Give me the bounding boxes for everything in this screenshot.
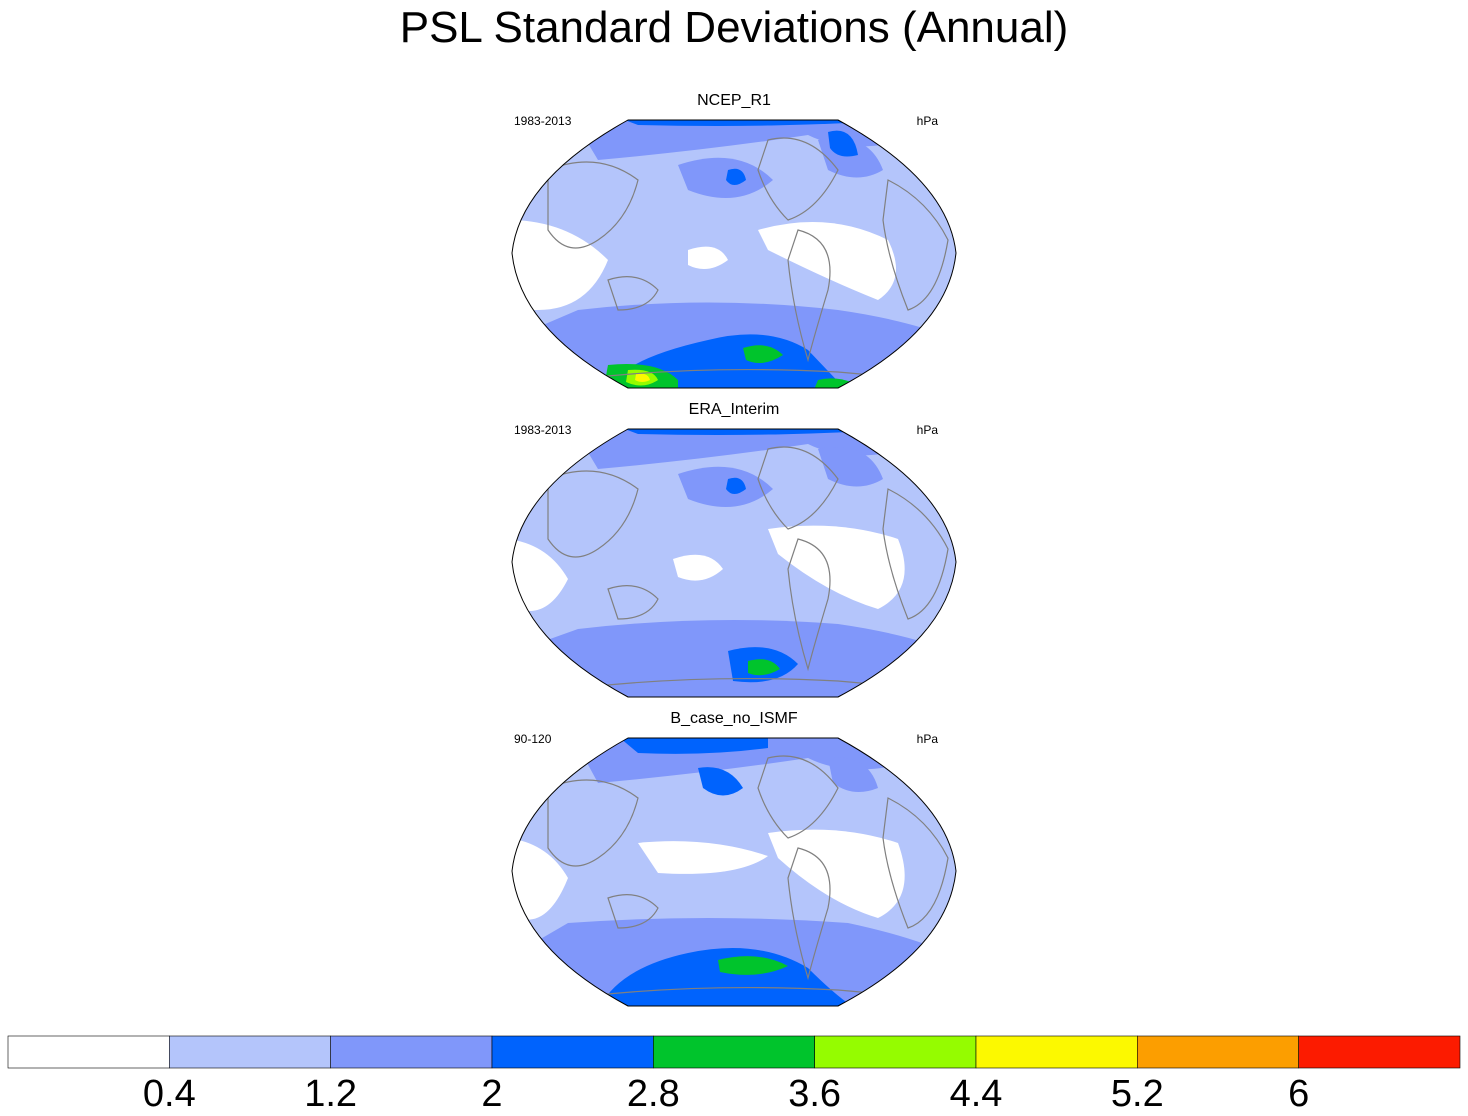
contour-south-2.8-c — [813, 378, 858, 388]
contour-tropics-central — [638, 841, 768, 874]
map-b-case-no-ismf — [511, 737, 957, 1007]
contour-north-2 — [598, 120, 868, 126]
map-ncep-r1 — [511, 119, 957, 389]
contour-south-2.8 — [748, 659, 780, 676]
panel-period: 1983-2013 — [514, 423, 572, 437]
colorbar-boxes — [7, 1035, 1461, 1069]
contour-pacific-low — [678, 466, 773, 507]
colorbar-box-5 — [814, 1035, 977, 1069]
contour-north-2 — [608, 738, 768, 754]
colorbar-box-3 — [491, 1035, 654, 1069]
contour-north-2 — [598, 429, 868, 435]
panel-units: hPa — [916, 732, 938, 746]
contour-tropics-west — [512, 838, 568, 920]
map-border — [511, 737, 957, 1007]
panel-period: 1983-2013 — [514, 114, 572, 128]
map-era-interim — [511, 428, 957, 698]
contour-pacific-low-2 — [726, 168, 746, 185]
map-panel-b-case-no-ismf: B_case_no_ISMF 90-120 hPa — [508, 710, 960, 1010]
contour-south-4.4 — [635, 373, 650, 382]
colorbar-tick-label: 4.4 — [949, 1073, 1003, 1115]
contour-pacific-low-2 — [698, 767, 743, 796]
contour-tropics-east — [768, 525, 905, 609]
colorbar-box-4 — [653, 1035, 815, 1069]
panel-units: hPa — [916, 114, 938, 128]
contour-atlantic-low-2 — [828, 130, 858, 157]
colorbar-tick-label: 3.6 — [788, 1073, 842, 1115]
figure-title: PSL Standard Deviations (Annual) — [399, 3, 1069, 52]
panel-title: ERA_Interim — [688, 401, 780, 418]
colorbar — [7, 1035, 1461, 1069]
contour-south-2.8 — [718, 956, 788, 975]
colorbar-box-8 — [1298, 1035, 1461, 1069]
contour-south-2 — [598, 948, 858, 1006]
colorbar-box-6 — [975, 1035, 1138, 1069]
panel-title: B_case_no_ISMF — [670, 710, 798, 727]
colorbar-box-0 — [7, 1035, 170, 1069]
colorbar-tick-label: 6 — [1288, 1073, 1310, 1115]
colorbar-box-1 — [169, 1035, 331, 1069]
contour-tropics-central — [688, 246, 728, 269]
contour-pacific-low — [678, 157, 773, 198]
contour-tropics-west — [512, 220, 608, 310]
colorbar-tick-label: 2 — [481, 1073, 503, 1115]
colorbar-box-2 — [330, 1035, 493, 1069]
map-panel-ncep-r1: NCEP_R1 1983-2013 hPa — [508, 92, 960, 392]
panel-title: NCEP_R1 — [697, 92, 771, 109]
contour-tropics-east — [768, 829, 905, 918]
contour-tropics-central — [673, 554, 723, 581]
contour-south-2.8 — [743, 345, 783, 364]
map-border — [511, 428, 957, 698]
contour-atlantic-low — [818, 447, 883, 487]
panel-units: hPa — [916, 423, 938, 437]
contour-tropics-east — [758, 222, 896, 300]
colorbar-tick-label: 0.4 — [142, 1073, 196, 1115]
contour-atlantic-low — [828, 757, 878, 792]
panel-period: 90-120 — [514, 732, 552, 746]
map-panel-era-interim: ERA_Interim 1983-2013 hPa — [508, 401, 960, 701]
contour-tropics-west — [512, 539, 568, 611]
colorbar-tick-label: 2.8 — [626, 1073, 680, 1115]
colorbar-box-7 — [1137, 1035, 1299, 1069]
colorbar-tick-label: 1.2 — [304, 1073, 358, 1115]
colorbar-tick-label: 5.2 — [1110, 1073, 1164, 1115]
contour-pacific-low-2 — [726, 477, 746, 494]
map-border — [511, 119, 957, 389]
